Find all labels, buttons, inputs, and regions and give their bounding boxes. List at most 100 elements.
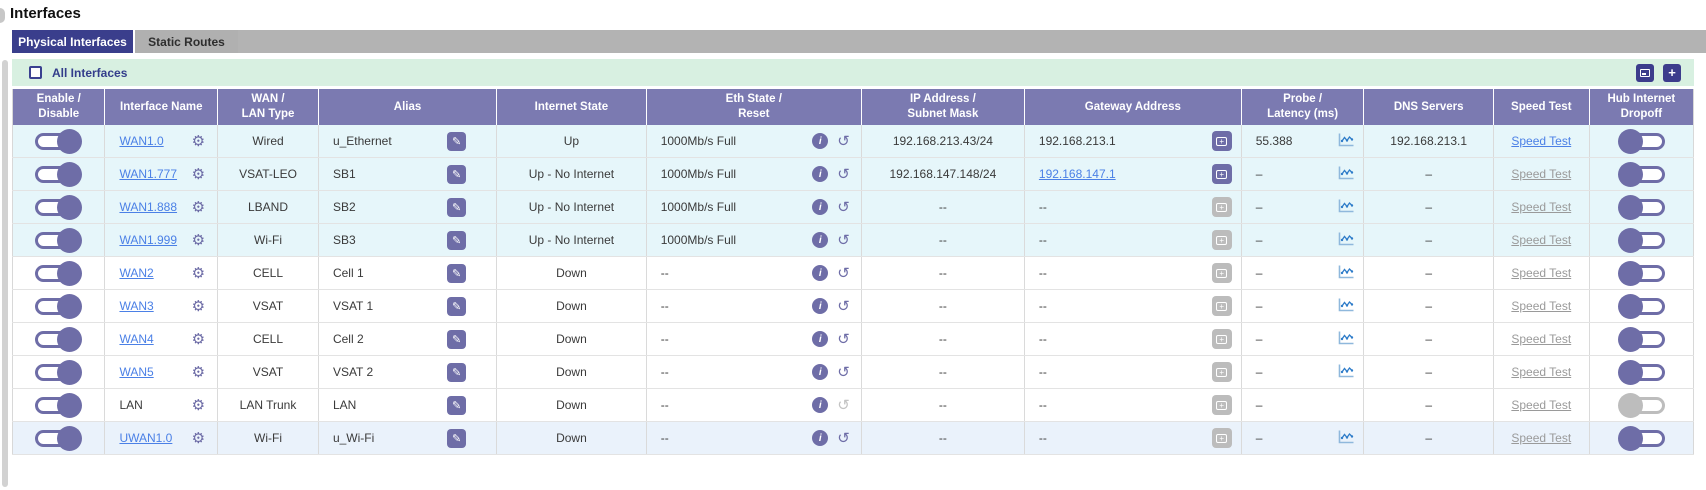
edit-alias-button[interactable]: ✎ <box>447 131 467 151</box>
interface-name-link[interactable]: WAN1.777 <box>119 167 178 181</box>
add-interface-button[interactable]: + <box>1663 63 1681 82</box>
enable-toggle[interactable] <box>35 194 83 220</box>
speed-test-link[interactable]: Speed Test <box>1511 398 1572 412</box>
speed-test-link[interactable]: Speed Test <box>1511 431 1572 445</box>
alias-value: VSAT 2 <box>332 365 374 379</box>
edit-alias-button[interactable]: ✎ <box>447 362 467 382</box>
edit-alias-button[interactable]: ✎ <box>447 197 467 217</box>
gear-icon[interactable]: ⚙ <box>191 429 206 447</box>
interface-name-link[interactable]: WAN1.888 <box>119 200 178 214</box>
all-interfaces-checkbox[interactable] <box>29 66 42 79</box>
info-icon[interactable]: i <box>812 331 829 347</box>
info-icon[interactable]: i <box>812 265 829 281</box>
gear-icon[interactable]: ⚙ <box>191 231 206 249</box>
gear-icon[interactable]: ⚙ <box>191 297 206 315</box>
enable-toggle[interactable] <box>35 392 83 418</box>
enable-toggle[interactable] <box>35 128 83 154</box>
interface-name-link[interactable]: WAN2 <box>119 266 154 280</box>
tab-static-routes[interactable]: Static Routes <box>133 30 238 53</box>
latency-chart-icon[interactable] <box>1338 133 1354 150</box>
speed-test-link[interactable]: Speed Test <box>1511 266 1572 280</box>
gallery-view-button[interactable] <box>1636 63 1654 82</box>
speed-test-link[interactable]: Speed Test <box>1511 365 1572 379</box>
hub-dropoff-toggle[interactable] <box>1617 227 1665 253</box>
enable-toggle[interactable] <box>35 260 83 286</box>
latency-chart-icon[interactable] <box>1338 430 1354 447</box>
edit-alias-button[interactable]: ✎ <box>447 164 467 184</box>
edit-alias-button[interactable]: ✎ <box>447 329 467 349</box>
info-icon[interactable]: i <box>812 298 829 314</box>
gear-icon[interactable]: ⚙ <box>191 363 206 381</box>
interface-name-link[interactable]: WAN5 <box>119 365 154 379</box>
reset-icon[interactable]: ↺ <box>837 297 850 315</box>
edit-alias-button[interactable]: ✎ <box>447 230 467 250</box>
hub-dropoff-toggle[interactable] <box>1617 359 1665 385</box>
gear-icon[interactable]: ⚙ <box>191 396 206 414</box>
info-icon[interactable]: i <box>812 166 829 182</box>
hub-dropoff-toggle[interactable] <box>1617 326 1665 352</box>
hub-dropoff-toggle[interactable] <box>1617 392 1665 418</box>
toggle-knob <box>1617 359 1643 385</box>
info-icon[interactable]: i <box>812 397 829 413</box>
reset-icon[interactable]: ↺ <box>837 231 850 249</box>
edit-alias-button[interactable]: ✎ <box>447 263 467 283</box>
hub-dropoff-toggle[interactable] <box>1617 128 1665 154</box>
enable-toggle[interactable] <box>35 359 83 385</box>
latency-chart-icon[interactable] <box>1338 298 1354 315</box>
enable-toggle[interactable] <box>35 161 83 187</box>
reset-icon[interactable]: ↺ <box>837 165 850 183</box>
ping-bubble-icon: + <box>1216 367 1228 377</box>
reset-icon[interactable]: ↺ <box>837 198 850 216</box>
reset-icon[interactable]: ↺ <box>837 330 850 348</box>
edit-alias-button[interactable]: ✎ <box>447 395 467 415</box>
gateway-value[interactable]: 192.168.147.1 <box>1038 167 1116 181</box>
hub-dropoff-toggle[interactable] <box>1617 161 1665 187</box>
latency-chart-icon[interactable] <box>1338 232 1354 249</box>
speed-test-link[interactable]: Speed Test <box>1511 167 1572 181</box>
latency-chart-icon[interactable] <box>1338 166 1354 183</box>
gear-icon[interactable]: ⚙ <box>191 330 206 348</box>
edit-alias-button[interactable]: ✎ <box>447 428 467 448</box>
ping-gateway-button[interactable]: + <box>1211 131 1232 151</box>
reset-icon[interactable]: ↺ <box>837 429 850 447</box>
reset-icon[interactable]: ↺ <box>837 132 850 150</box>
hub-dropoff-toggle[interactable] <box>1617 425 1665 451</box>
speed-test-link[interactable]: Speed Test <box>1511 332 1572 346</box>
enable-toggle[interactable] <box>35 425 83 451</box>
latency-chart-icon[interactable] <box>1338 364 1354 381</box>
interface-name-link[interactable]: WAN1.999 <box>119 233 178 247</box>
speed-test-link[interactable]: Speed Test <box>1511 233 1572 247</box>
latency-chart-icon[interactable] <box>1338 265 1354 282</box>
gear-icon[interactable]: ⚙ <box>191 165 206 183</box>
ping-gateway-button[interactable]: + <box>1211 164 1232 184</box>
gear-icon[interactable]: ⚙ <box>191 198 206 216</box>
tab-physical-interfaces[interactable]: Physical Interfaces <box>12 30 133 53</box>
latency-chart-icon[interactable] <box>1338 199 1354 216</box>
reset-icon[interactable]: ↺ <box>837 363 850 381</box>
interface-name-link[interactable]: WAN3 <box>119 299 154 313</box>
info-icon[interactable]: i <box>812 199 829 215</box>
vertical-scrollbar[interactable] <box>2 60 8 487</box>
gear-icon[interactable]: ⚙ <box>191 132 206 150</box>
column-header-wan-lan-type: WAN / LAN Type <box>217 89 319 125</box>
reset-icon[interactable]: ↺ <box>837 264 850 282</box>
hub-dropoff-toggle[interactable] <box>1617 293 1665 319</box>
speed-test-link[interactable]: Speed Test <box>1511 200 1572 214</box>
enable-toggle[interactable] <box>35 293 83 319</box>
edit-alias-button[interactable]: ✎ <box>447 296 467 316</box>
interface-name-link[interactable]: WAN1.0 <box>119 134 164 148</box>
hub-dropoff-toggle[interactable] <box>1617 260 1665 286</box>
speed-test-link[interactable]: Speed Test <box>1511 299 1572 313</box>
enable-toggle[interactable] <box>35 326 83 352</box>
interface-name-link[interactable]: WAN4 <box>119 332 154 346</box>
info-icon[interactable]: i <box>812 430 829 446</box>
info-icon[interactable]: i <box>812 133 829 149</box>
info-icon[interactable]: i <box>812 364 829 380</box>
latency-chart-icon[interactable] <box>1338 331 1354 348</box>
enable-toggle[interactable] <box>35 227 83 253</box>
hub-dropoff-toggle[interactable] <box>1617 194 1665 220</box>
gear-icon[interactable]: ⚙ <box>191 264 206 282</box>
interface-name-link[interactable]: UWAN1.0 <box>119 431 173 445</box>
speed-test-link[interactable]: Speed Test <box>1511 134 1572 148</box>
info-icon[interactable]: i <box>812 232 829 248</box>
